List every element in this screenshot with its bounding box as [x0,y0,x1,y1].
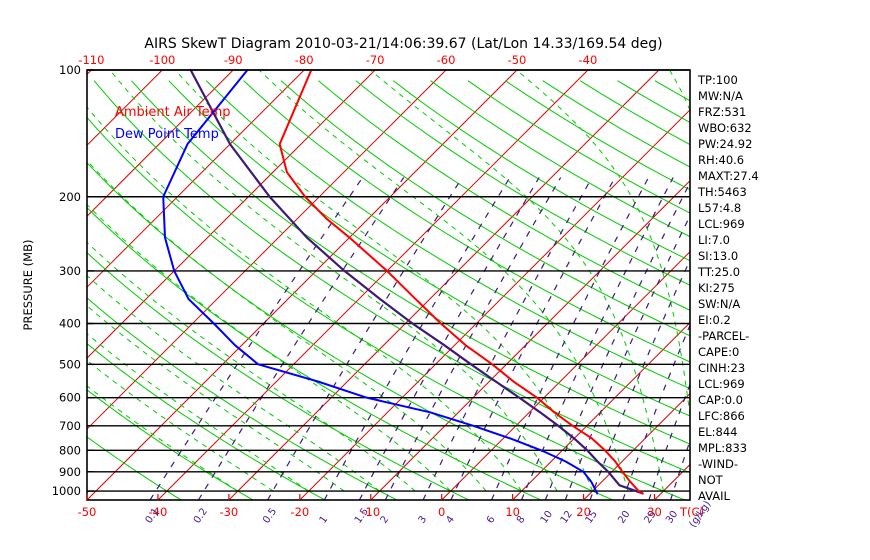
stats-panel: TP:100 MW:N/A FRZ:531 WBO:632 PW:24.92 RH:40.… [697,73,759,503]
plot-frame [86,69,691,501]
stat-item: MAXT:27.4 [698,169,759,183]
stat-item: CAP:0.0 [698,393,743,407]
mixing-ratio-label-4: 4 [444,514,457,526]
stat-item: LCL:969 [698,377,745,391]
stat-item: LCL:969 [698,217,745,231]
x-axis-label-temp: T(C) [679,505,704,519]
bottom-temp-label-20: 20 [576,505,591,519]
stat-item: TP:100 [697,73,738,87]
stat-item: CAPE:0 [698,345,739,359]
bottom-temp-label--10: -10 [361,505,380,519]
mixing-ratio-label-2: 2 [379,514,392,526]
stat-item: TT:25.0 [697,265,740,279]
stat-item: SI:13.0 [698,249,738,263]
stat-item: TH:5463 [697,185,747,199]
pressure-tick-label-600: 600 [59,391,81,405]
mixing-ratio-label-3: 3 [417,514,430,526]
series-dew-point-temp [162,69,599,495]
pressure-tick-label-900: 900 [59,465,81,479]
stat-item: -PARCEL- [698,329,749,343]
grid-lines [86,69,691,501]
stat-item: PW:24.92 [698,137,752,151]
bottom-temp-label--50: -50 [78,505,97,519]
legend-ambient-air-temp: Ambient Air Temp [115,105,231,120]
pressure-tick-label-200: 200 [59,190,81,204]
data-series [162,68,644,495]
top-temp-label--40: -40 [579,53,598,67]
mixing-ratio-label-6: 6 [485,514,498,526]
pressure-tick-label-300: 300 [59,264,81,278]
mixing-ratio-label-1: 1 [318,514,331,526]
stat-item: MPL:833 [698,441,747,455]
stat-item: LI:7.0 [698,233,730,247]
top-temp-label--60: -60 [437,53,456,67]
legend-dew-point-temp: Dew Point Temp [115,127,219,142]
bottom-temp-label--30: -30 [219,505,238,519]
top-temp-label--100: -100 [149,53,175,67]
mixing-ratio-label-0.2: 0.2 [192,506,210,525]
saturated-adiabat-lines [86,69,691,492]
mixing-ratio-label-8: 8 [515,514,528,526]
top-temp-label--70: -70 [366,53,385,67]
stat-item: RH:40.6 [698,153,744,167]
pressure-tick-label-400: 400 [59,317,81,331]
top-temp-label--110: -110 [78,53,104,67]
stat-item: KI:275 [698,281,735,295]
mixing-ratio-label-20: 20 [616,509,632,526]
mixing-ratio-label-0.5: 0.5 [261,506,279,525]
stat-item: SW:N/A [698,297,740,311]
pressure-tick-label-800: 800 [59,443,81,457]
stat-item: FRZ:531 [698,105,746,119]
bottom-temp-label--40: -40 [149,505,168,519]
series-parcel [189,68,644,495]
mixing-ratio-lines [149,177,691,501]
stat-item: MW:N/A [698,89,743,103]
bottom-temp-label--20: -20 [290,505,309,519]
top-temp-label--90: -90 [224,53,243,67]
pressure-tick-label-700: 700 [59,419,81,433]
top-temp-label--50: -50 [508,53,527,67]
mixing-ratio-label-10: 10 [539,509,555,526]
stat-item: NOT [698,473,724,487]
y-axis-label: PRESSURE (MB) [21,240,35,331]
pressure-tick-label-1000: 1000 [52,484,81,498]
top-temp-label--80: -80 [295,53,314,67]
stat-item: -WIND- [698,457,738,471]
mixing-ratio-label-30: 30 [664,509,680,526]
bottom-temp-label-30: 30 [647,505,662,519]
stat-item: EL:844 [698,425,738,439]
stat-item: CINH:23 [698,361,745,375]
page-title: AIRS SkewT Diagram 2010-03-21/14:06:39.6… [144,36,662,52]
stat-item: LFC:866 [698,409,745,423]
pressure-tick-label-500: 500 [59,357,81,371]
stat-item: AVAIL [698,489,731,503]
bottom-temp-label-0: 0 [438,505,445,519]
series-ambient-air-temp [278,69,644,495]
stat-item: L57:4.8 [698,201,741,215]
stat-item: EI:0.2 [698,313,731,327]
pressure-tick-label-100: 100 [59,63,81,77]
mixing-ratio-label-12: 12 [559,509,575,526]
bottom-temp-label-10: 10 [505,505,520,519]
stat-item: WBO:632 [698,121,752,135]
isobar-lines [87,69,690,492]
